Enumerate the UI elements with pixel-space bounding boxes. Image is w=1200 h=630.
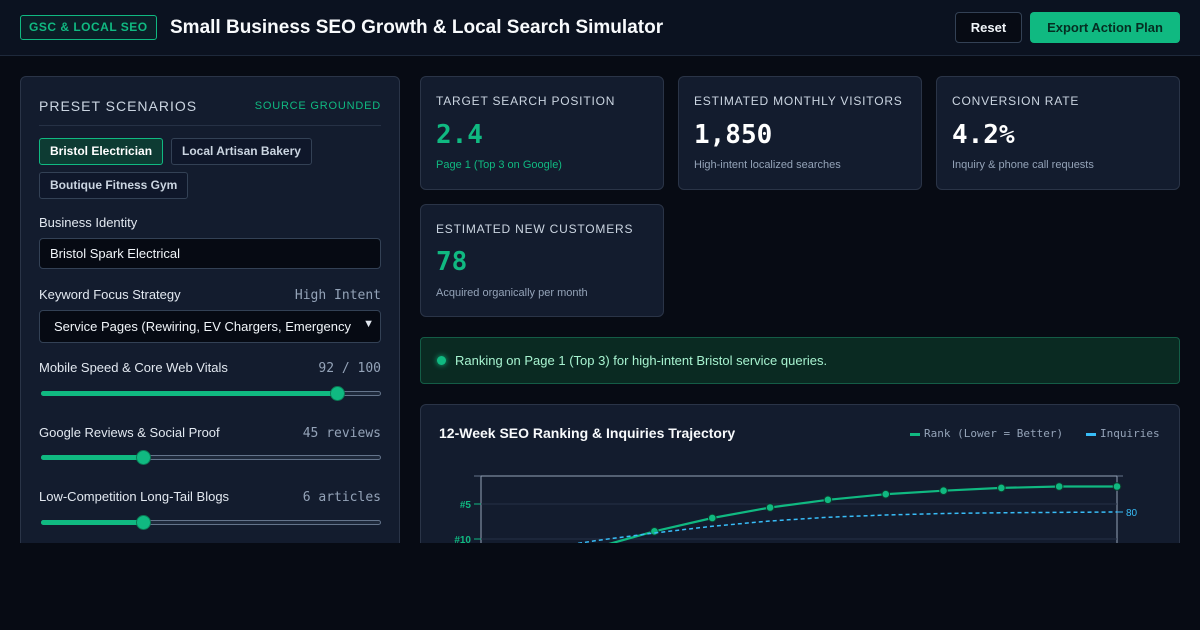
trajectory-chart: #5 #10 80 (454, 475, 1138, 563)
trajectory-chart-card: 12-Week SEO Ranking & Inquiries Trajecto… (420, 404, 1180, 564)
left-tick-label: #5 (460, 500, 472, 511)
keyword-focus-tag: High Intent (294, 288, 381, 303)
kpi-label: CONVERSION RATE (952, 94, 1080, 108)
kpi-label: ESTIMATED NEW CUSTOMERS (436, 222, 634, 236)
long-tail-blogs-slider[interactable] (41, 515, 381, 530)
legend-inquiries-swatch (1086, 432, 1096, 436)
preset-boutique-fitness-gym[interactable]: Boutique Fitness Gym (39, 172, 189, 199)
kpi-target-search-position: TARGET SEARCH POSITION 2.4 Page 1 (Top 3… (420, 76, 664, 190)
kpi-value: 78 (436, 247, 468, 277)
mobile-speed-value: 92 / 100 (318, 361, 381, 376)
mobile-speed-slider[interactable] (41, 386, 381, 401)
preset-local-artisan-bakery[interactable]: Local Artisan Bakery (171, 138, 312, 165)
legend-inquiries-label: Inquiries (1100, 427, 1160, 440)
export-action-plan-button[interactable]: Export Action Plan (1030, 12, 1180, 43)
slider-thumb[interactable] (329, 386, 345, 401)
legend-inquiries: Inquiries (1086, 427, 1160, 440)
legend-rank-swatch (910, 432, 920, 436)
slider-thumb[interactable] (136, 515, 151, 530)
kpi-label: ESTIMATED MONTHLY VISITORS (694, 94, 903, 108)
kpi-subtext: Inquiry & phone call requests (952, 159, 1094, 171)
keyword-focus-label: Keyword Focus Strategy (39, 287, 181, 302)
keyword-focus-select[interactable]: Service Pages (Rewiring, EV Chargers, Em… (39, 310, 381, 343)
rank-point (997, 483, 1006, 493)
slider-thumb[interactable] (136, 450, 151, 465)
kpi-value: 4.2% (952, 120, 1015, 150)
status-dot-icon (437, 356, 446, 365)
left-tick-label: #10 (454, 535, 471, 546)
panel-title: PRESET SCENARIOS (39, 98, 198, 114)
kpi-value: 2.4 (436, 120, 483, 150)
rank-point (939, 486, 948, 495)
long-tail-blogs-label: Low-Competition Long-Tail Blogs (39, 489, 230, 504)
kpi-subtext: Acquired organically per month (436, 287, 588, 299)
status-banner: Ranking on Page 1 (Top 3) for high-inten… (420, 337, 1180, 384)
slider-fill (41, 520, 143, 525)
google-reviews-label: Google Reviews & Social Proof (39, 425, 220, 440)
rank-point (881, 489, 891, 499)
mobile-speed-label: Mobile Speed & Core Web Vitals (39, 360, 228, 375)
reset-button[interactable]: Reset (955, 12, 1022, 43)
rank-point (707, 513, 717, 523)
inquiries-series-line (480, 511, 1118, 558)
business-identity-input[interactable] (39, 238, 381, 269)
keyword-focus-selected: Service Pages (Rewiring, EV Chargers, Em… (54, 319, 351, 334)
legend-rank-label: Rank (Lower = Better) (924, 427, 1064, 440)
brand-badge: GSC & LOCAL SEO (20, 15, 157, 40)
kpi-value: 1,850 (694, 120, 773, 150)
rank-point (765, 503, 775, 512)
kpi-conversion-rate: CONVERSION RATE 4.2% Inquiry & phone cal… (936, 76, 1180, 190)
rank-point (1054, 482, 1064, 491)
chart-title: 12-Week SEO Ranking & Inquiries Trajecto… (439, 425, 736, 441)
business-identity-label: Business Identity (39, 215, 138, 230)
kpi-subtext: High-intent localized searches (694, 159, 841, 171)
slider-fill (41, 391, 337, 396)
kpi-label: TARGET SEARCH POSITION (436, 94, 616, 108)
page-title: Small Business SEO Growth & Local Search… (170, 17, 664, 38)
preset-scenarios-panel: PRESET SCENARIOS SOURCE GROUNDED Bristol… (20, 76, 400, 556)
rank-point (823, 495, 833, 505)
preset-bristol-electrician[interactable]: Bristol Electrician (39, 138, 164, 165)
status-text: Ranking on Page 1 (Top 3) for high-inten… (455, 353, 828, 368)
right-tick-label: 80 (1126, 508, 1138, 519)
slider-fill (41, 455, 143, 460)
page-background (0, 543, 1200, 630)
google-reviews-slider[interactable] (41, 450, 381, 465)
long-tail-blogs-value: 6 articles (302, 490, 381, 505)
source-grounded-tag: SOURCE GROUNDED (254, 100, 381, 112)
kpi-monthly-visitors: ESTIMATED MONTHLY VISITORS 1,850 High-in… (678, 76, 922, 190)
kpi-new-customers: ESTIMATED NEW CUSTOMERS 78 Acquired orga… (420, 204, 664, 317)
rank-point (1112, 482, 1122, 491)
divider (39, 125, 381, 126)
google-reviews-value: 45 reviews (302, 426, 381, 441)
kpi-subtext: Page 1 (Top 3 on Google) (436, 159, 562, 171)
rank-point (650, 527, 659, 536)
top-bar: GSC & LOCAL SEO Small Business SEO Growt… (0, 0, 1200, 56)
chevron-down-icon: ▼ (363, 318, 374, 330)
legend-rank: Rank (Lower = Better) (910, 427, 1063, 440)
